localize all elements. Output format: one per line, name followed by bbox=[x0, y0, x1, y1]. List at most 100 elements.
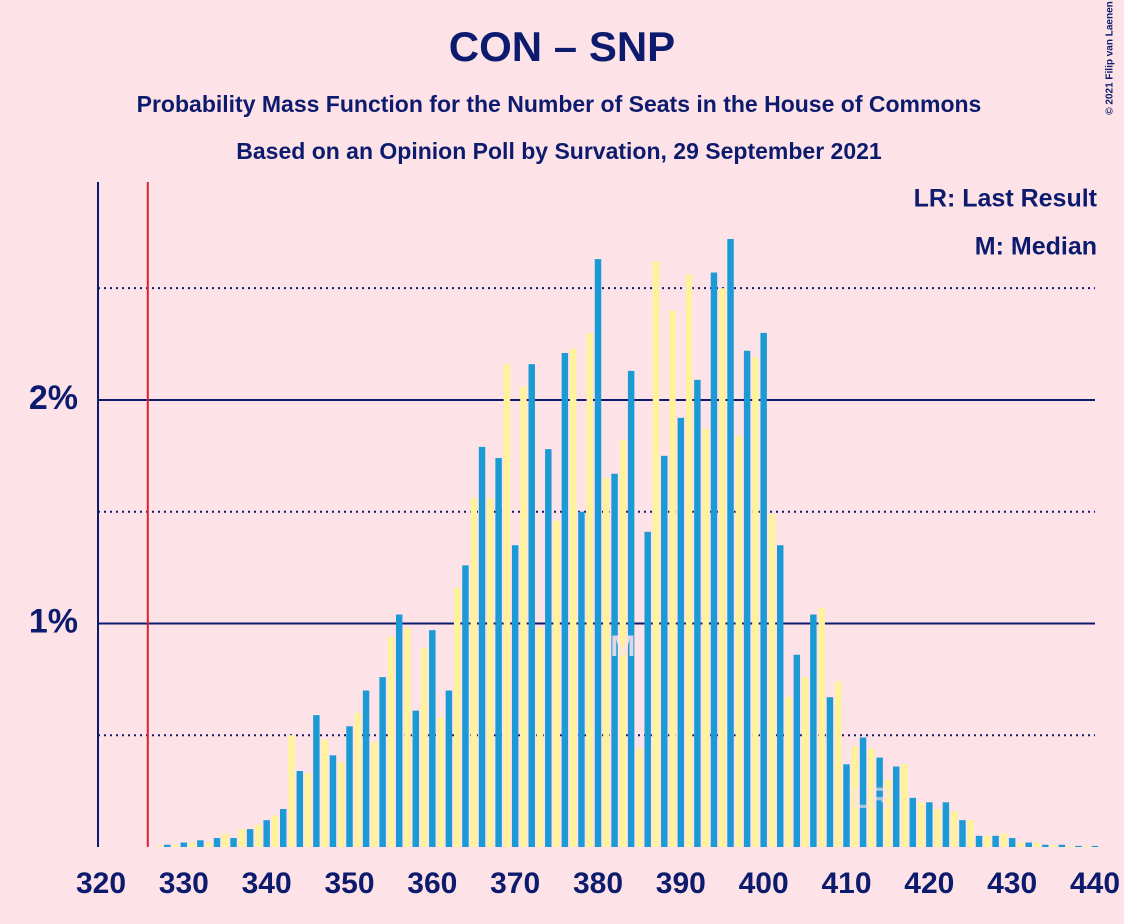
bar bbox=[727, 239, 734, 847]
bar bbox=[404, 627, 411, 847]
bar bbox=[180, 842, 188, 847]
bar bbox=[561, 353, 569, 847]
bar bbox=[959, 820, 966, 847]
bar bbox=[892, 766, 900, 847]
bar bbox=[155, 845, 163, 847]
legend-entry: M: Median bbox=[975, 233, 1097, 261]
y-tick-label: 2% bbox=[29, 379, 78, 417]
bar bbox=[205, 842, 212, 847]
bar bbox=[901, 764, 908, 847]
bar bbox=[429, 630, 436, 847]
bar bbox=[304, 773, 312, 847]
chart-subtitle: Based on an Opinion Poll by Survation, 2… bbox=[236, 138, 882, 164]
x-tick-label: 440 bbox=[1070, 867, 1120, 900]
bar bbox=[669, 310, 676, 847]
x-tick-label: 420 bbox=[904, 867, 954, 900]
bar bbox=[246, 829, 254, 847]
chart-title: CON – SNP bbox=[449, 23, 675, 70]
bar bbox=[1025, 842, 1032, 847]
bar bbox=[222, 833, 229, 847]
bar bbox=[627, 370, 635, 847]
x-tick-label: 390 bbox=[656, 867, 706, 900]
bar bbox=[719, 288, 726, 847]
bar bbox=[934, 809, 941, 847]
bar bbox=[942, 802, 950, 847]
bar bbox=[197, 840, 204, 847]
bar bbox=[752, 357, 759, 847]
bar bbox=[1000, 833, 1008, 847]
bar bbox=[395, 614, 403, 847]
bar bbox=[1075, 845, 1082, 847]
bar bbox=[950, 811, 958, 847]
bar bbox=[545, 449, 552, 847]
y-tick-label: 1% bbox=[29, 602, 78, 640]
bar bbox=[801, 677, 809, 847]
bar bbox=[868, 748, 875, 847]
bar bbox=[1083, 845, 1090, 847]
bar bbox=[1058, 844, 1066, 847]
bar bbox=[1033, 842, 1041, 847]
bar bbox=[470, 498, 477, 847]
bar bbox=[884, 779, 892, 847]
bar bbox=[288, 735, 295, 847]
bar bbox=[810, 614, 817, 847]
bar bbox=[354, 712, 362, 847]
bar bbox=[702, 429, 709, 847]
bar bbox=[967, 820, 974, 847]
bar bbox=[636, 748, 643, 847]
bar bbox=[569, 348, 577, 847]
bar bbox=[346, 726, 353, 847]
bar bbox=[487, 498, 494, 847]
bar bbox=[255, 824, 262, 847]
x-tick-label: 350 bbox=[324, 867, 374, 900]
x-tick-label: 410 bbox=[821, 867, 871, 900]
x-tick-label: 360 bbox=[407, 867, 457, 900]
bar bbox=[859, 737, 867, 847]
median-marker: M bbox=[610, 630, 635, 663]
bar bbox=[412, 710, 419, 847]
bar bbox=[743, 350, 751, 847]
bar bbox=[760, 332, 767, 848]
bar bbox=[975, 835, 983, 847]
bar bbox=[379, 677, 386, 847]
bar bbox=[528, 364, 535, 847]
bar bbox=[238, 829, 246, 847]
x-tick-label: 400 bbox=[739, 867, 789, 900]
bar bbox=[1017, 842, 1024, 847]
bar bbox=[271, 815, 279, 847]
bar bbox=[685, 274, 693, 847]
bar bbox=[992, 835, 999, 847]
bar bbox=[263, 820, 270, 847]
bar bbox=[735, 435, 743, 847]
x-tick-label: 320 bbox=[76, 867, 126, 900]
bar bbox=[478, 446, 486, 847]
bar bbox=[1066, 845, 1074, 847]
last-result-marker: LR bbox=[851, 782, 891, 815]
bar bbox=[536, 627, 544, 847]
bar bbox=[462, 565, 469, 847]
bar bbox=[917, 802, 925, 847]
bar bbox=[644, 531, 651, 847]
bar bbox=[586, 332, 593, 848]
bar bbox=[296, 771, 304, 847]
bar bbox=[603, 478, 610, 847]
bar bbox=[777, 545, 784, 847]
bar bbox=[677, 417, 685, 847]
legend-entry: LR: Last Result bbox=[914, 185, 1098, 213]
bar bbox=[437, 717, 444, 847]
bar bbox=[619, 440, 627, 847]
bar bbox=[851, 746, 859, 847]
chart-subtitle: Probability Mass Function for the Number… bbox=[137, 91, 982, 117]
bar bbox=[909, 797, 916, 847]
bar bbox=[503, 364, 511, 847]
bar bbox=[387, 636, 395, 847]
bar bbox=[230, 838, 237, 847]
copyright: © 2021 Filip van Laenen bbox=[1105, 1, 1116, 115]
bar bbox=[611, 473, 618, 847]
bar bbox=[876, 757, 883, 847]
bar bbox=[337, 762, 345, 847]
bar bbox=[1008, 838, 1016, 847]
bar bbox=[578, 511, 585, 847]
